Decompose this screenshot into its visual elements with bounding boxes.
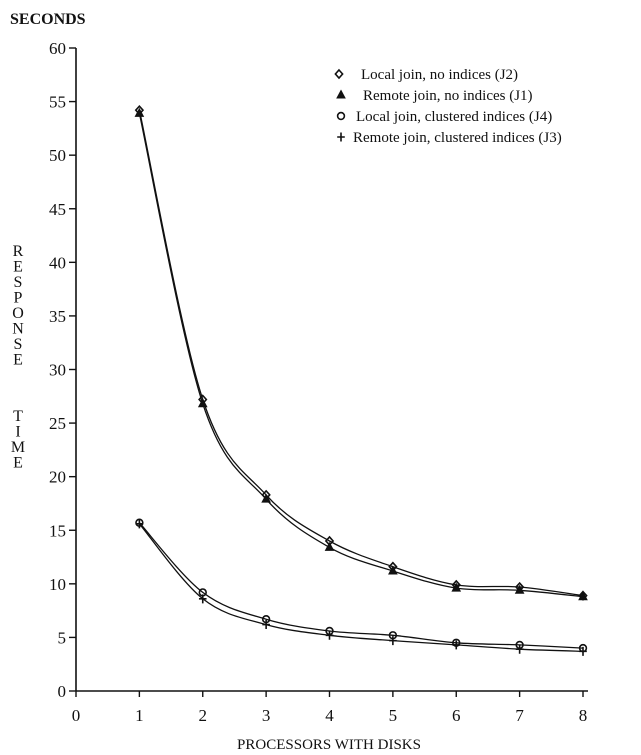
legend: Local join, no indices (J2) Remote join, … xyxy=(334,67,562,146)
y-axis-title-letter: R xyxy=(13,243,24,260)
y-tick-label: 30 xyxy=(49,361,66,380)
series-markers xyxy=(134,104,588,656)
y-tick-label: 35 xyxy=(49,307,66,326)
legend-marker xyxy=(337,132,345,142)
data-point-plus xyxy=(135,519,144,529)
y-axis-title-letter: N xyxy=(12,321,24,338)
data-point-triangle xyxy=(514,584,525,594)
y-tick-label: 45 xyxy=(49,200,66,219)
x-tick-label: 0 xyxy=(72,706,81,725)
data-point-triangle xyxy=(578,591,588,601)
data-point-triangle xyxy=(324,541,335,551)
data-point-plus xyxy=(452,640,461,650)
data-point-plus xyxy=(325,630,334,640)
series-line xyxy=(138,522,584,649)
y-tick-label: 10 xyxy=(49,575,66,594)
y-tick-label: 20 xyxy=(49,468,66,487)
y-axis-title-letter: O xyxy=(12,305,24,322)
y-axis-title-letter: I xyxy=(15,424,20,441)
y-axis-title-letter: E xyxy=(13,352,23,369)
y-tick-label: 0 xyxy=(58,682,67,701)
data-point-triangle xyxy=(261,493,271,503)
y-tick-label: 40 xyxy=(49,253,66,272)
data-point-plus xyxy=(515,644,524,654)
legend-marker xyxy=(334,68,344,80)
y-unit-label: SECONDS xyxy=(10,11,86,28)
legend-label: Local join, clustered indices (J4) xyxy=(356,109,552,125)
y-axis-title-letter: E xyxy=(13,455,23,472)
y-tick-label: 50 xyxy=(49,146,66,165)
data-point-triangle xyxy=(388,565,398,575)
series-line xyxy=(138,110,584,597)
y-tick-label: 55 xyxy=(49,93,66,112)
legend-label: Remote join, no indices (J1) xyxy=(363,88,533,104)
y-tick-label: 25 xyxy=(49,414,66,433)
data-point-plus xyxy=(262,620,270,630)
y-tick-label: 5 xyxy=(58,628,67,647)
legend-label: Local join, no indices (J2) xyxy=(361,67,518,83)
data-point-plus xyxy=(389,636,397,646)
series-lines xyxy=(138,110,584,652)
x-tick-label: 5 xyxy=(389,706,398,725)
x-tick-label: 6 xyxy=(452,706,461,725)
legend-label: Remote join, clustered indices (J3) xyxy=(353,130,562,146)
y-axis-title-letter: P xyxy=(14,290,23,307)
legend-marker xyxy=(336,111,346,121)
data-point-plus xyxy=(579,646,587,656)
y-axis-title-letter: E xyxy=(13,259,23,276)
series-line xyxy=(138,113,584,598)
y-tick-label: 60 xyxy=(49,39,66,58)
data-point-triangle xyxy=(134,107,145,117)
y-axis-title-letter: M xyxy=(11,439,25,456)
data-point-triangle xyxy=(197,398,208,408)
data-point-triangle xyxy=(451,582,462,592)
y-axis-title-letter: T xyxy=(13,408,23,425)
x-tick-label: 1 xyxy=(135,706,144,725)
legend-marker xyxy=(336,89,346,99)
x-tick-label: 3 xyxy=(262,706,271,725)
data-point-plus xyxy=(198,594,207,604)
y-axis-title-letter: S xyxy=(14,274,23,291)
x-tick-label: 4 xyxy=(325,706,334,725)
y-axis-title-letter: S xyxy=(14,336,23,353)
x-tick-label: 7 xyxy=(515,706,524,725)
x-tick-label: 8 xyxy=(579,706,588,725)
x-tick-label: 2 xyxy=(199,706,208,725)
x-axis-title: PROCESSORS WITH DISKS xyxy=(237,737,421,753)
y-tick-label: 15 xyxy=(49,521,66,540)
